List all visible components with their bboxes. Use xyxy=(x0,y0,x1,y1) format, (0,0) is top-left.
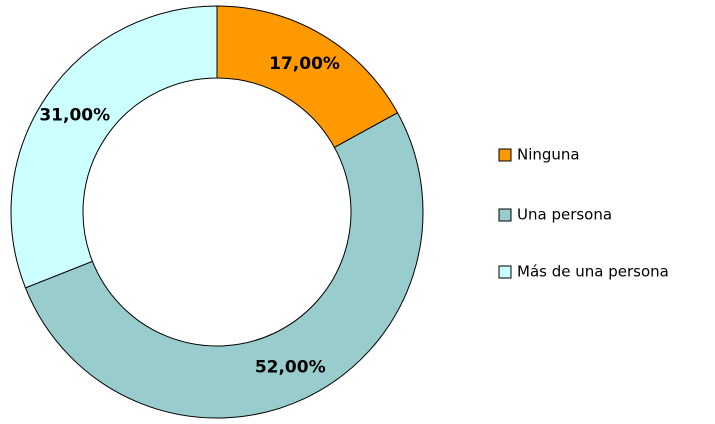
legend-label: Una persona xyxy=(517,206,612,224)
value-label: 17,00% xyxy=(269,54,340,74)
legend-swatch xyxy=(498,148,512,162)
legend-swatch xyxy=(498,265,512,279)
legend-label: Ninguna xyxy=(517,146,580,164)
donut-segment xyxy=(216,5,399,149)
legend-swatch xyxy=(498,208,512,222)
value-label: 52,00% xyxy=(255,358,326,378)
donut-segment xyxy=(10,5,218,289)
donut-segment xyxy=(24,112,424,419)
value-label: 31,00% xyxy=(39,105,110,125)
legend-label: Más de una persona xyxy=(517,263,669,281)
